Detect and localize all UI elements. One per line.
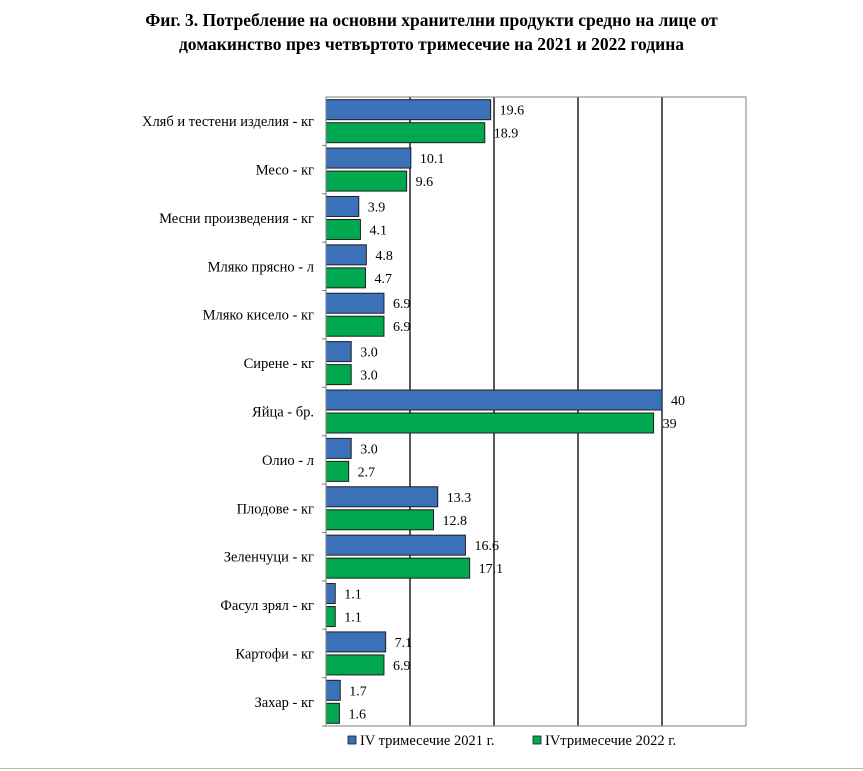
category-label: Месо - кг bbox=[256, 163, 314, 179]
value-label-2022: 1.6 bbox=[348, 707, 366, 722]
category-label: Сирене - кг bbox=[244, 356, 314, 372]
bar-2021 bbox=[325, 679, 341, 701]
bar-2021 bbox=[325, 583, 336, 605]
bar-2021 bbox=[325, 341, 352, 363]
value-label-2022: 9.6 bbox=[416, 175, 434, 190]
legend-label-2021: IV тримесечие 2021 г. bbox=[360, 733, 495, 749]
bar-2021 bbox=[325, 292, 385, 314]
category-label: Картофи - кг bbox=[235, 646, 314, 662]
bar-2022 bbox=[325, 170, 408, 192]
bar-2022 bbox=[325, 702, 340, 724]
bar-2021 bbox=[325, 195, 360, 217]
value-label-2021: 13.3 bbox=[447, 491, 472, 506]
category-label: Захар - кг bbox=[254, 695, 314, 711]
bar-2021 bbox=[325, 99, 492, 121]
value-label-2021: 19.6 bbox=[500, 104, 525, 119]
legend: IV тримесечие 2021 г. IVтримесечие 2022 г… bbox=[347, 733, 676, 749]
value-label-2021: 40 bbox=[671, 394, 685, 409]
value-label-2021: 7.1 bbox=[395, 636, 413, 651]
value-label-2021: 1.1 bbox=[344, 588, 362, 603]
value-label-2022: 39 bbox=[663, 417, 677, 432]
chart-title-line-2: домакинство през четвъртото тримесечие н… bbox=[178, 34, 685, 54]
value-label-2022: 3.0 bbox=[360, 369, 378, 384]
bar-2021 bbox=[325, 631, 387, 653]
value-label-2022: 6.9 bbox=[393, 659, 411, 674]
value-label-2022: 18.9 bbox=[494, 127, 519, 142]
bar-2021 bbox=[325, 486, 439, 508]
value-label-2022: 4.7 bbox=[374, 272, 392, 287]
bar-2022 bbox=[325, 315, 385, 337]
value-label-2021: 3.0 bbox=[360, 442, 378, 457]
value-label-2022: 4.1 bbox=[369, 223, 387, 238]
plot-frame bbox=[325, 96, 747, 727]
category-label: Фасул зрял - кг bbox=[220, 598, 314, 614]
value-label-2022: 1.1 bbox=[344, 611, 362, 626]
bar-2022 bbox=[325, 654, 385, 676]
chart-title: Фиг. 3. Потребление на основни хранителн… bbox=[0, 8, 863, 56]
legend-label-2022: IVтримесечие 2022 г. bbox=[545, 733, 676, 749]
category-label: Хляб и тестени изделия - кг bbox=[142, 114, 314, 130]
bar-2021 bbox=[325, 437, 352, 459]
category-label: Мляко кисело - кг bbox=[203, 308, 314, 324]
category-label: Плодове - кг bbox=[237, 501, 314, 517]
bar-2022 bbox=[325, 364, 352, 386]
bar-2022 bbox=[325, 460, 350, 482]
bar-2021 bbox=[325, 147, 412, 169]
value-label-2022: 17.1 bbox=[479, 562, 504, 577]
gridlines bbox=[409, 97, 663, 726]
bars bbox=[325, 99, 663, 724]
category-label: Яйца - бр. bbox=[252, 405, 314, 421]
bar-2022 bbox=[325, 412, 655, 434]
plot-border bbox=[325, 96, 747, 727]
bar-2022 bbox=[325, 218, 361, 240]
bottom-divider bbox=[0, 768, 863, 769]
labels: Хляб и тестени изделия - кг 19.6 18.9 Месо … bbox=[142, 104, 685, 727]
category-label: Олио - л bbox=[262, 453, 314, 469]
bar-2021 bbox=[325, 389, 663, 411]
bar-2022 bbox=[325, 509, 435, 531]
legend-swatch-2022 bbox=[532, 735, 542, 745]
value-label-2021: 3.9 bbox=[368, 200, 386, 215]
value-label-2021: 1.7 bbox=[349, 684, 367, 699]
bar-2022 bbox=[325, 606, 336, 628]
value-label-2021: 3.0 bbox=[360, 346, 378, 361]
value-label-2021: 4.8 bbox=[375, 249, 393, 264]
legend-swatch-2021 bbox=[347, 735, 357, 745]
bar-2022 bbox=[325, 122, 486, 144]
bar-2021 bbox=[325, 244, 367, 266]
value-label-2022: 6.9 bbox=[393, 320, 411, 335]
value-label-2021: 6.9 bbox=[393, 297, 411, 312]
value-label-2022: 12.8 bbox=[443, 514, 468, 529]
bar-2022 bbox=[325, 267, 366, 289]
category-label: Месни произведения - кг bbox=[159, 211, 314, 227]
bar-2022 bbox=[325, 557, 471, 579]
bar-2021 bbox=[325, 534, 466, 556]
category-label: Мляко прясно - л bbox=[208, 259, 314, 275]
chart-title-line-1: Фиг. 3. Потребление на основни хранителн… bbox=[145, 10, 718, 30]
value-label-2021: 16.6 bbox=[474, 539, 499, 554]
category-label: Зеленчуци - кг bbox=[224, 550, 314, 566]
value-label-2022: 2.7 bbox=[358, 465, 376, 480]
value-label-2021: 10.1 bbox=[420, 152, 445, 167]
